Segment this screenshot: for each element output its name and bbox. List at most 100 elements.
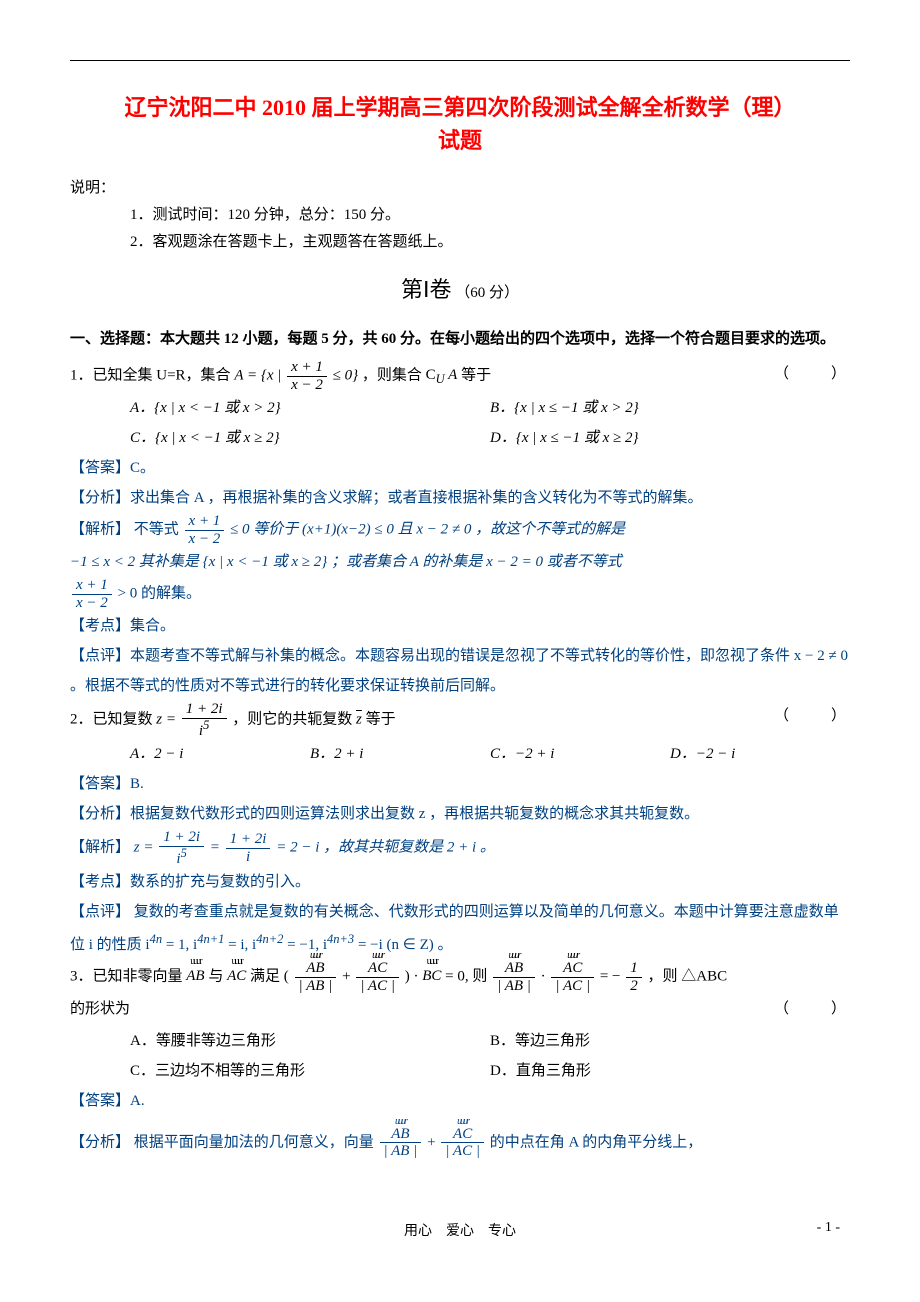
q1-dp-text: 本题考查不等式解与补集的概念。本题容易出现的错误是忽视了不等式转化的等价性，即忽… [70,648,848,694]
q2-stem-c: 等于 [366,711,396,727]
q3-fx-b: 的中点在角 A 的内角平分线上， [490,1134,703,1150]
q1-stem-a: 1．已知全集 U=R，集合 [70,367,234,383]
q1-paren: （ ） [774,359,850,391]
q1-fx-label: 【分析】 [70,490,130,506]
q1-dp-label: 【点评】 [70,648,130,664]
q2-kaodian: 【考点】数系的扩充与复数的引入。 [70,867,850,897]
q3-half: 1 2 [626,960,642,994]
q1-jx-b: ≤ 0 等价于 (x+1)(x−2) ≤ 0 且 x − 2 ≠ 0 ，故这个不… [230,521,625,537]
q1-choice-c: C．{x | x < −1 或 x ≥ 2} [130,423,490,453]
q1-frac-num: x + 1 [287,359,327,377]
q3-frac-ac: uuurAC | AC | [356,960,399,994]
q1-analysis-jx: 【解析】 不等式 x + 1 x − 2 ≤ 0 等价于 (x+1)(x−2) … [70,513,850,611]
exam-title: 辽宁沈阳二中 2010 届上学期高三第四次阶段测试全解全析数学（理） 试题 [70,91,850,157]
volume-header: 第Ⅰ卷 （60 分） [70,272,850,304]
q2-choice-a: A．2 − i [130,739,310,769]
question-1: 1．已知全集 U=R，集合 A = {x | x + 1 x − 2 ≤ 0} … [70,359,850,393]
q3-vec-bc: uuurBC [422,961,441,993]
q3-answer: 【答案】A. [70,1086,850,1116]
q2-stem-a: 2．已知复数 [70,711,156,727]
q2-z: z = [156,711,179,727]
volume-note: （60 分） [455,285,519,301]
q3-frac-ab2: uuurAB | AB | [493,960,535,994]
q3-stem-c: ) · [405,968,423,984]
q2-frac-den: i5 [182,719,227,740]
intro-label: 说明： [70,180,115,196]
q3-stem-e: ，则 △ABC [648,968,728,984]
question-2: 2．已知复数 z = 1 + 2i i5 ，则它的共轭复数 z 等于 （ ） [70,701,850,739]
q3-dot: · [541,968,550,984]
q3-fx-frac-ac: uuurAC | AC | [441,1126,484,1160]
q1-stem-c: 等于 [461,367,491,383]
q2-fraction: 1 + 2i i5 [182,701,227,739]
q2-jx-label: 【解析】 [70,839,130,855]
intro-block: 说明： 1．测试时间：120 分钟，总分：150 分。 2．客观题涂在答题卡上，… [70,175,850,256]
q2-choice-d: D．−2 − i [670,739,850,769]
q1-jx-label: 【解析】 [70,521,130,537]
page-container: 辽宁沈阳二中 2010 届上学期高三第四次阶段测试全解全析数学（理） 试题 说明… [0,0,920,1280]
q3-analysis-fx: 【分析】 根据平面向量加法的几何意义，向量 uuurAB | AB | + uu… [70,1126,850,1160]
q2-analysis-fx: 【分析】根据复数代数形式的四则运算法则求出复数 z ，再根据共轭复数的概念求其共… [70,799,850,829]
footer-text: 用心 爱心 专心 [404,1224,516,1239]
q1-dianping: 【点评】本题考查不等式解与补集的概念。本题容易出现的错误是忽视了不等式转化的等价… [70,641,850,701]
q2-choices: A．2 − i B．2 + i C．−2 + i D．−2 − i [70,739,850,769]
q2-fx-text: 根据复数代数形式的四则运算法则求出复数 z ，再根据共轭复数的概念求其共轭复数。 [130,806,699,822]
title-line-2: 试题 [438,128,482,153]
q3-stem-d: = 0, 则 [445,968,491,984]
q3-stem-f: 的形状为 [70,1001,130,1017]
q1-jx-frac1: x + 1 x − 2 [185,513,225,547]
q1-cu: C [426,367,436,383]
q1-jx-c: −1 ≤ x < 2 其补集是 {x | x < −1 或 x ≥ 2} ；或者… [70,554,622,570]
q1-frac-den: x − 2 [287,377,327,394]
q2-jx-eq1: = [210,839,224,855]
q3-frac-ab: uuurAB | AB | [295,960,337,994]
q1-answer: 【答案】C。 [70,453,850,483]
q3-plus: + [342,968,354,984]
q3-vec-ac: uuurAC [227,961,246,993]
q2-fx-label: 【分析】 [70,806,130,822]
q3-paren: （ ） [774,994,850,1026]
q2-paren: （ ） [774,701,850,733]
q3-choice-b: B．等边三角形 [490,1026,850,1056]
page-footer: 用心 爱心 专心 - 1 - [70,1220,850,1240]
footer-page-number: - 1 - [817,1220,840,1236]
q3-choice-d: D．直角三角形 [490,1056,850,1086]
title-line-1: 辽宁沈阳二中 2010 届上学期高三第四次阶段测试全解全析数学（理） [124,95,795,120]
q1-choice-b: B．{x | x ≤ −1 或 x > 2} [490,393,850,423]
q1-analysis-fx: 【分析】求出集合 A ，再根据补集的含义求解；或者直接根据补集的含义转化为不等式… [70,483,850,513]
q1-set-start: A = {x | [234,367,285,383]
q2-choice-b: B．2 + i [310,739,490,769]
q1-jx-d: > 0 的解集。 [118,585,201,601]
q1-kaodian: 【考点】集合。 [70,611,850,641]
intro-item-2: 2．客观题涂在答题卡上，主观题答在答题纸上。 [130,234,453,250]
q1-fx-text: 求出集合 A ，再根据补集的含义求解；或者直接根据补集的含义转化为不等式的解集。 [130,490,703,506]
q3-frac-ac2: uuurAC | AC | [551,960,594,994]
intro-item-1: 1．测试时间：120 分钟，总分：150 分。 [130,207,400,223]
q3-fx-a: 根据平面向量加法的几何意义，向量 [134,1134,378,1150]
q1-choices: A．{x | x < −1 或 x > 2} B．{x | x ≤ −1 或 x… [70,393,850,453]
q1-set-end: ≤ 0} [333,367,358,383]
q1-choice-a: A．{x | x < −1 或 x > 2} [130,393,490,423]
q3-vec-ab: uuurAB [186,961,204,993]
q2-frac-num: 1 + 2i [182,701,227,719]
question-3: 3．已知非零向量 uuurAB 与 uuurAC 满足 ( uuurAB | A… [70,960,850,1026]
q3-stem-b: 满足 ( [250,968,289,984]
q3-fx-plus: + [427,1134,439,1150]
q1-cu-sub: U [436,372,445,386]
q1-choice-d: D．{x | x ≤ −1 或 x ≥ 2} [490,423,850,453]
q2-analysis-jx: 【解析】 z = 1 + 2i i5 = 1 + 2i i = 2 − i ，故… [70,829,850,867]
q3-with: 与 [208,968,227,984]
q1-jx-a: 不等式 [134,521,183,537]
q3-choice-a: A．等腰非等边三角形 [130,1026,490,1056]
q1-jx-frac2: x + 1 x − 2 [72,577,112,611]
q2-jx-frac2: 1 + 2i i [226,831,271,865]
q3-eq: = − [600,968,624,984]
volume-main: 第Ⅰ卷 [401,277,452,302]
q2-jx-b: = 2 − i ，故其共轭复数是 2 + i 。 [276,839,495,855]
q3-fx-frac-ab: uuurAB | AB | [380,1126,422,1160]
q3-stem-a: 3．已知非零向量 [70,968,186,984]
section-1-heading: 一、选择题：本大题共 12 小题，每题 5 分，共 60 分。在每小题给出的四个… [70,326,850,353]
q2-choice-c: C．−2 + i [490,739,670,769]
q3-fx-label: 【分析】 [70,1134,130,1150]
q2-jx-a: z = [134,839,157,855]
